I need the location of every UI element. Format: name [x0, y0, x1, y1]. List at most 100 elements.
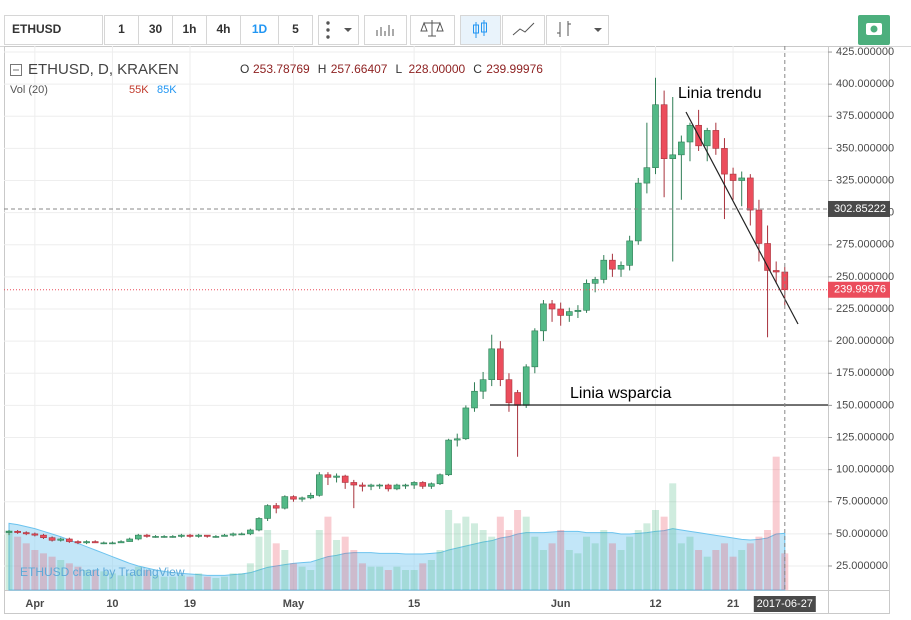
candle-body: [462, 407, 470, 440]
symbol-box[interactable]: ETHUSD: [4, 15, 103, 45]
candle-body: [135, 534, 142, 540]
candle-body: [747, 177, 754, 211]
candle-body: [298, 497, 306, 500]
candle-body: [565, 311, 573, 316]
candle-body: [660, 104, 668, 159]
interval-button[interactable]: 30: [138, 15, 173, 45]
volume-bar: [57, 560, 65, 590]
toolbar-icons: [318, 15, 609, 45]
candle-body: [57, 538, 65, 541]
candle-body: [678, 141, 685, 156]
x-tick-label: May: [283, 598, 305, 610]
candle-body: [14, 530, 21, 533]
volume-bar: [126, 573, 134, 590]
volume-bar: [272, 543, 280, 590]
candle-body: [367, 484, 375, 487]
volume-bar: [177, 575, 185, 590]
candle-body: [453, 438, 461, 441]
candle-body: [333, 475, 340, 478]
candle-body: [100, 542, 108, 545]
volume-bar: [143, 570, 151, 590]
volume-bar: [324, 516, 332, 590]
volume-bar: [712, 550, 720, 590]
x-tick-label: Jun: [551, 598, 571, 610]
candle-body: [574, 309, 582, 312]
volume-bar: [255, 536, 263, 590]
candle-body: [505, 379, 513, 404]
volume-bar: [720, 543, 728, 590]
candle-body: [91, 541, 99, 544]
y-tick-label: 175.000000: [836, 367, 894, 379]
snapshot-button[interactable]: [858, 15, 890, 45]
volume-bar: [212, 578, 220, 590]
volume-bar: [108, 573, 116, 590]
candles: [5, 77, 789, 545]
interval-button-bg: [104, 15, 139, 45]
ohlc-value: 239.99976: [486, 62, 543, 76]
candle-body: [548, 303, 556, 310]
interval-button[interactable]: 1: [104, 15, 139, 45]
volume-bar: [160, 576, 168, 590]
ohlc-header: O 253.78769 H 257.66407 L 228.00000 C 239.99976: [240, 62, 543, 76]
volume-bar: [195, 573, 203, 590]
watermark: ETHUSD chart by TradingView: [20, 565, 185, 579]
volume-bar: [634, 530, 642, 590]
volume-bar: [453, 523, 461, 590]
candle-body: [557, 308, 564, 316]
y-tick-label: 125.000000: [836, 431, 894, 443]
ohlc-value: 257.66407: [331, 62, 388, 76]
volume-bar: [22, 543, 30, 590]
candle-body: [109, 542, 116, 545]
y-tick-label: 200.000000: [836, 335, 894, 347]
volume-bar: [539, 550, 547, 590]
candle-body: [359, 484, 366, 487]
interval-button[interactable]: 4h: [206, 15, 241, 45]
candle-body: [290, 496, 297, 500]
volume-bar: [203, 576, 211, 590]
interval-label: 4h: [216, 22, 230, 36]
x-tick-label: 15: [408, 598, 420, 610]
candle-body: [764, 243, 771, 271]
interval-button[interactable]: 5: [278, 15, 313, 45]
volume-bar: [100, 571, 108, 590]
volume-bar: [264, 530, 272, 590]
candle-body: [755, 209, 763, 244]
candle-body: [229, 533, 237, 536]
candle-body: [384, 484, 392, 490]
volume-last: 55K: [129, 84, 149, 96]
volume-bar: [298, 566, 306, 590]
interval-button[interactable]: 1h: [172, 15, 207, 45]
volume-bar: [419, 563, 427, 590]
volume-bar: [169, 576, 177, 590]
volume-bar: [652, 510, 659, 590]
volume-bar: [229, 573, 237, 590]
volume-bar: [729, 556, 737, 590]
interval-group: 1 30 1h 4h 1D 5: [104, 15, 313, 45]
interval-button[interactable]: 1D: [240, 15, 279, 45]
candle-body: [703, 130, 711, 147]
candle-body: [600, 259, 608, 280]
support-label: Linia wsparcia: [570, 385, 671, 402]
volume-bar: [238, 573, 246, 590]
volume-bar: [65, 563, 73, 590]
x-tick-label: 21: [727, 598, 739, 610]
candle-body: [22, 532, 30, 535]
volume-bar: [470, 523, 478, 590]
volume-bar: [686, 536, 694, 590]
volume-bar: [703, 556, 711, 590]
candle-body: [247, 529, 254, 535]
candle-body: [419, 482, 427, 487]
trend-line: [685, 111, 799, 325]
volume-ma-last: 85K: [157, 84, 177, 96]
candle-body: [626, 240, 633, 266]
candle-body: [212, 536, 220, 538]
crosshair-label-box: [828, 200, 890, 217]
ohlc-key: H: [318, 62, 327, 76]
candle-body: [428, 483, 435, 487]
candle-body: [255, 518, 263, 531]
candle-body: [591, 279, 599, 284]
volume-bar: [738, 550, 746, 590]
collapse-icon[interactable]: [10, 64, 22, 76]
interval-button-bg: [240, 15, 279, 45]
